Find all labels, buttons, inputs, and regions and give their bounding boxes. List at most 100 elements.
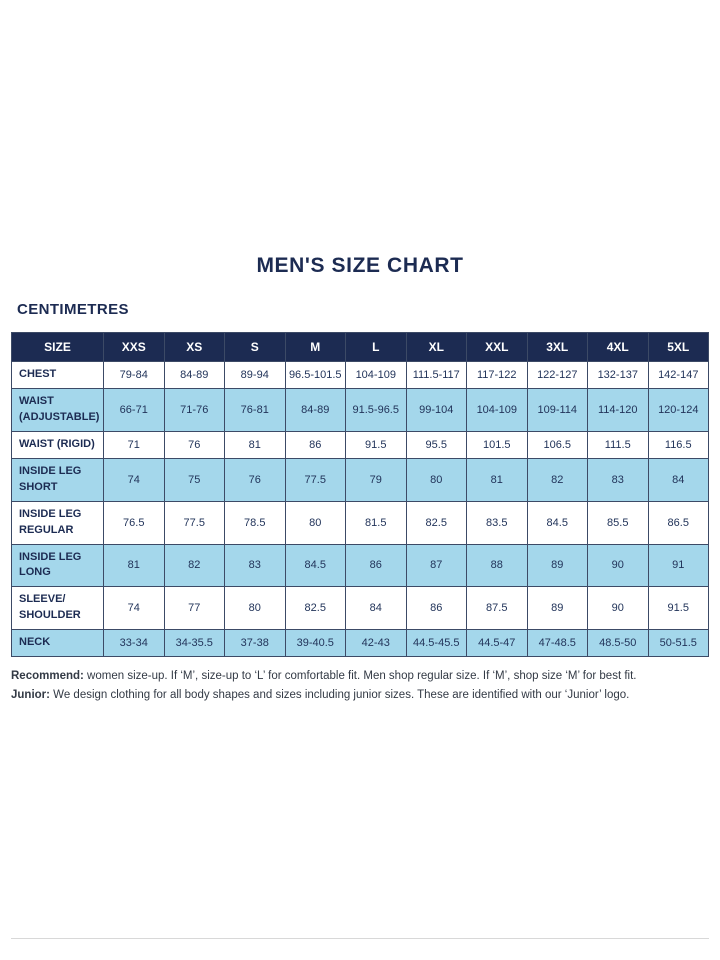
size-value-cell: 104-109 (345, 361, 407, 389)
row-label: NECK (11, 629, 104, 658)
size-value-cell: 83 (224, 543, 286, 588)
size-value-cell: 78.5 (224, 500, 286, 545)
row-label: CHEST (11, 361, 104, 389)
size-value-cell: 114-120 (587, 387, 649, 432)
size-value-cell: 81 (103, 543, 165, 588)
size-value-cell: 80 (405, 457, 467, 502)
size-value-cell: 84.5 (526, 500, 588, 545)
size-value-cell: 84.5 (284, 543, 346, 588)
size-value-cell: 77.5 (163, 500, 225, 545)
row-label: INSIDE LEG SHORT (11, 457, 104, 502)
size-value-cell: 81 (224, 430, 286, 459)
size-value-cell: 91 (647, 543, 709, 588)
column-header-4xl: 4XL (587, 332, 649, 362)
size-value-cell: 81 (466, 457, 528, 502)
size-value-cell: 101.5 (466, 430, 528, 459)
row-label: INSIDE LEG LONG (11, 543, 104, 588)
table-row: WAIST (ADJUSTABLE) 66-71 71-76 76-81 84-89 91… (11, 387, 709, 432)
size-value-cell: 84-89 (163, 361, 225, 389)
size-chart-body: CHEST 79-84 84-89 89-94 96.5-101.5 104-109 111… (11, 361, 709, 658)
unit-label: CENTIMETRES (17, 301, 129, 318)
row-label: WAIST (ADJUSTABLE) (11, 387, 104, 432)
size-value-cell: 82.5 (405, 500, 467, 545)
size-value-cell: 84 (647, 457, 709, 502)
size-value-cell: 91.5 (345, 430, 407, 459)
column-header-5xl: 5XL (647, 332, 709, 362)
size-value-cell: 86.5 (647, 500, 709, 545)
column-header-m: M (284, 332, 346, 362)
size-value-cell: 90 (587, 543, 649, 588)
recommend-note-label: Recommend: (11, 670, 84, 683)
size-value-cell: 50-51.5 (647, 629, 709, 658)
size-value-cell: 82 (163, 543, 225, 588)
column-header-xl: XL (405, 332, 467, 362)
size-value-cell: 76 (163, 430, 225, 459)
size-value-cell: 77 (163, 586, 225, 631)
size-value-cell: 79 (345, 457, 407, 502)
size-value-cell: 111.5-117 (405, 361, 467, 389)
size-value-cell: 86 (284, 430, 346, 459)
size-value-cell: 80 (224, 586, 286, 631)
table-row: CHEST 79-84 84-89 89-94 96.5-101.5 104-109 111… (11, 361, 709, 389)
size-value-cell: 82 (526, 457, 588, 502)
size-value-cell: 82.5 (284, 586, 346, 631)
size-value-cell: 85.5 (587, 500, 649, 545)
size-value-cell: 71-76 (163, 387, 225, 432)
size-chart-head: SIZE XXS XS S M L XL XXL 3XL 4XL 5XL (11, 332, 709, 362)
column-header-xxl: XXL (466, 332, 528, 362)
row-label: WAIST (RIGID) (11, 430, 104, 459)
size-value-cell: 142-147 (647, 361, 709, 389)
size-value-cell: 83 (587, 457, 649, 502)
size-value-cell: 48.5-50 (587, 629, 649, 658)
size-value-cell: 76 (224, 457, 286, 502)
bottom-divider (11, 937, 709, 939)
size-value-cell: 34-35.5 (163, 629, 225, 658)
table-row: WAIST (RIGID) 71 76 81 86 91.5 95.5 101.5 106.5 1… (11, 430, 709, 459)
size-value-cell: 71 (103, 430, 165, 459)
size-value-cell: 106.5 (526, 430, 588, 459)
size-value-cell: 104-109 (466, 387, 528, 432)
size-value-cell: 90 (587, 586, 649, 631)
size-value-cell: 111.5 (587, 430, 649, 459)
size-value-cell: 79-84 (103, 361, 165, 389)
column-header-3xl: 3XL (526, 332, 588, 362)
size-value-cell: 86 (345, 543, 407, 588)
header-row: SIZE XXS XS S M L XL XXL 3XL 4XL 5XL (11, 332, 709, 362)
recommend-note-text: women size-up. If ‘M’, size-up to ‘L’ fo… (83, 670, 637, 683)
size-value-cell: 74 (103, 586, 165, 631)
size-value-cell: 74 (103, 457, 165, 502)
size-value-cell: 75 (163, 457, 225, 502)
footer-notes: Recommend: women size-up. If ‘M’, size-u… (11, 667, 709, 704)
table-row: SLEEVE/ SHOULDER 74 77 80 82.5 84 86 87.5 89 90 91… (11, 586, 709, 631)
size-value-cell: 84 (345, 586, 407, 631)
row-label: INSIDE LEG REGULAR (11, 500, 104, 545)
size-value-cell: 122-127 (526, 361, 588, 389)
size-value-cell: 117-122 (466, 361, 528, 389)
size-value-cell: 83.5 (466, 500, 528, 545)
size-chart-table: SIZE XXS XS S M L XL XXL 3XL 4XL 5XL CHEST 79-84 84-… (11, 332, 709, 658)
table-row: INSIDE LEG SHORT 74 75 76 77.5 79 80 81 82 83 84 (11, 457, 709, 502)
size-value-cell: 81.5 (345, 500, 407, 545)
row-label: SLEEVE/ SHOULDER (11, 586, 104, 631)
size-value-cell: 33-34 (103, 629, 165, 658)
size-value-cell: 87.5 (466, 586, 528, 631)
size-value-cell: 99-104 (405, 387, 467, 432)
size-value-cell: 37-38 (224, 629, 286, 658)
size-value-cell: 84-89 (284, 387, 346, 432)
table-row: NECK 33-34 34-35.5 37-38 39-40.5 42-43 44.5-45… (11, 629, 709, 658)
table-row: INSIDE LEG LONG 81 82 83 84.5 86 87 88 89 90 91 (11, 543, 709, 588)
junior-note-text: We design clothing for all body shapes a… (49, 688, 630, 701)
size-value-cell: 89 (526, 586, 588, 631)
size-value-cell: 86 (405, 586, 467, 631)
size-value-cell: 95.5 (405, 430, 467, 459)
size-value-cell: 88 (466, 543, 528, 588)
size-value-cell: 87 (405, 543, 467, 588)
size-value-cell: 76-81 (224, 387, 286, 432)
size-value-cell: 89-94 (224, 361, 286, 389)
column-header-xs: XS (163, 332, 225, 362)
size-value-cell: 91.5-96.5 (345, 387, 407, 432)
size-value-cell: 116.5 (647, 430, 709, 459)
size-value-cell: 96.5-101.5 (284, 361, 346, 389)
column-header-xxs: XXS (103, 332, 165, 362)
